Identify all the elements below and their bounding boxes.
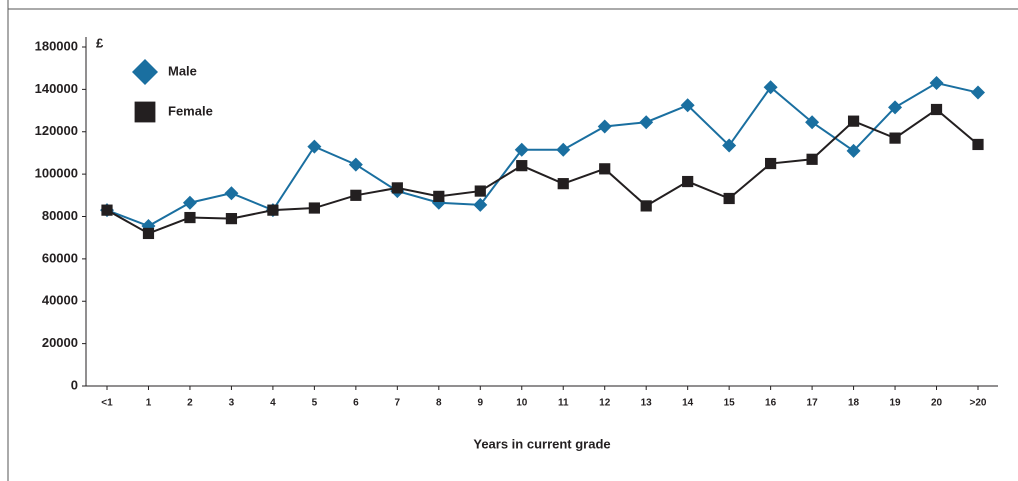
point xyxy=(473,197,488,212)
x-tick-label: 15 xyxy=(724,398,736,409)
point xyxy=(348,157,363,172)
x-tick-label: 9 xyxy=(478,398,484,409)
point xyxy=(182,195,197,210)
point xyxy=(599,163,611,175)
x-tick-label: 18 xyxy=(848,398,860,409)
x-tick-label: >20 xyxy=(970,398,987,409)
point xyxy=(806,153,818,165)
x-tick-label: 6 xyxy=(353,398,359,409)
point xyxy=(929,76,944,91)
y-unit: £ xyxy=(96,35,104,50)
point xyxy=(350,189,362,201)
x-tick-label: 19 xyxy=(889,398,901,409)
point xyxy=(972,138,984,151)
y-tick-label: 100000 xyxy=(35,166,78,181)
x-tick-label: 16 xyxy=(765,398,777,409)
legend-label: Male xyxy=(168,63,197,78)
x-tick-label: 2 xyxy=(187,398,193,409)
point xyxy=(307,139,322,154)
x-tick-label: 5 xyxy=(312,398,318,409)
point xyxy=(888,100,903,115)
legend-marker xyxy=(132,59,158,85)
x-tick-label: 10 xyxy=(516,398,528,409)
y-tick-label: 0 xyxy=(71,377,78,392)
point xyxy=(639,115,654,130)
point xyxy=(267,204,279,216)
point xyxy=(184,211,196,224)
point xyxy=(433,190,445,202)
x-tick-label: 1 xyxy=(146,398,152,409)
x-tick-label: 14 xyxy=(682,398,694,409)
x-tick-label: 7 xyxy=(395,398,401,409)
point xyxy=(557,178,569,190)
point xyxy=(556,142,571,157)
y-tick-label: 20000 xyxy=(42,335,78,350)
point xyxy=(224,186,239,201)
x-tick-label: 11 xyxy=(558,398,569,409)
x-tick-label: 17 xyxy=(807,398,819,409)
point xyxy=(516,160,528,172)
y-tick-label: 80000 xyxy=(42,208,78,223)
point xyxy=(889,132,901,144)
series-line xyxy=(106,108,979,235)
point xyxy=(805,115,820,130)
point xyxy=(682,175,694,188)
y-tick-label: 180000 xyxy=(35,38,78,53)
point xyxy=(763,80,778,95)
point xyxy=(225,213,238,225)
point xyxy=(722,138,737,153)
point xyxy=(847,115,860,127)
x-tick-label: 3 xyxy=(229,398,235,409)
point xyxy=(680,98,695,113)
x-tick-label: 8 xyxy=(436,398,442,409)
point xyxy=(514,142,529,157)
point xyxy=(308,202,320,214)
x-tick-label: <1 xyxy=(101,398,113,409)
point xyxy=(101,204,113,216)
legend-marker xyxy=(134,101,156,123)
legend-label: Female xyxy=(168,103,213,118)
y-tick-label: 60000 xyxy=(42,250,78,265)
series-line xyxy=(106,81,979,228)
point xyxy=(391,182,403,194)
point xyxy=(723,192,735,205)
point xyxy=(474,185,486,197)
point xyxy=(930,103,943,116)
y-tick-label: 40000 xyxy=(42,293,78,308)
x-tick-label: 13 xyxy=(641,398,653,409)
x-tick-label: 12 xyxy=(599,398,611,409)
y-tick-label: 140000 xyxy=(35,81,78,96)
point xyxy=(640,200,652,212)
point xyxy=(765,157,777,170)
point xyxy=(846,143,861,158)
point xyxy=(971,85,985,100)
x-tick-label: 4 xyxy=(270,398,276,409)
x-axis-label: Years in current grade xyxy=(473,436,610,451)
y-tick-label: 120000 xyxy=(35,123,78,138)
x-tick-label: 20 xyxy=(931,398,943,409)
point xyxy=(597,119,612,134)
point xyxy=(142,227,155,240)
